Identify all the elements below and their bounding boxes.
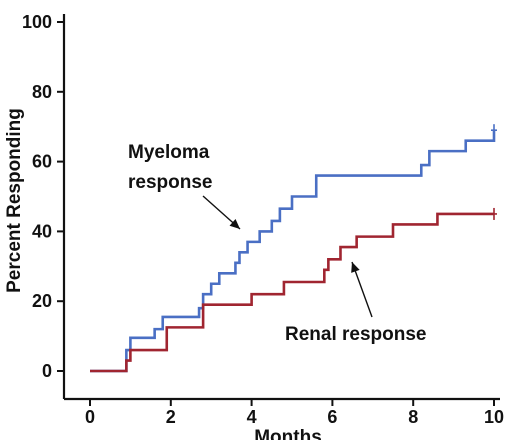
y-tick-label: 0	[42, 361, 52, 381]
annotation-myeloma-line1: Myeloma	[128, 142, 210, 163]
x-tick-label: 0	[85, 407, 95, 427]
annotation-arrowhead-myeloma	[229, 218, 240, 229]
y-tick-label: 60	[32, 152, 52, 172]
x-tick-label: 10	[484, 407, 504, 427]
x-tick-label: 2	[166, 407, 176, 427]
series-line-myeloma	[90, 130, 496, 373]
annotation-arrowhead-renal	[351, 262, 360, 273]
x-tick-label: 4	[247, 407, 257, 427]
y-axis: 0 20 40 60 80 100	[22, 12, 66, 399]
annotation-renal: Renal response	[285, 324, 427, 345]
annotation-myeloma-line2: response	[128, 172, 212, 193]
y-tick-label: 100	[22, 12, 52, 32]
y-tick-label: 80	[32, 82, 52, 102]
y-tick-label: 20	[32, 291, 52, 311]
x-axis-title: Months	[254, 427, 322, 440]
x-tick-label: 6	[327, 407, 337, 427]
y-axis-title: Percent Responding	[4, 108, 25, 293]
x-axis: 0 2 4 6 8 10	[64, 397, 504, 427]
x-tick-label: 8	[408, 407, 418, 427]
y-tick-label: 40	[32, 221, 52, 241]
series-line-renal	[90, 212, 494, 373]
